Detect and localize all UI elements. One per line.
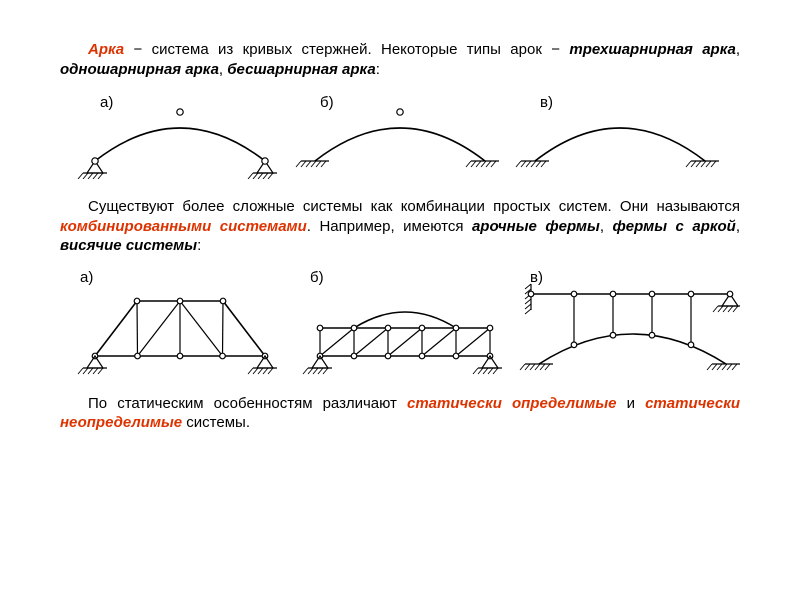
term-arka: Арка <box>88 41 124 58</box>
paragraph-2: Существуют более сложные системы как ком… <box>60 197 740 256</box>
term-one-hinge: одношарнирная арка <box>60 61 219 78</box>
svg-text:в): в) <box>530 269 543 286</box>
paragraph-1: Арка − система из кривых стержней. Некот… <box>60 40 740 79</box>
term-no-hinge: бесшарнирная арка <box>227 61 375 78</box>
svg-text:а): а) <box>100 94 113 111</box>
term-truss-arch: фермы с аркой <box>613 218 736 235</box>
term-combined: комбинированными системами <box>60 218 307 235</box>
svg-text:в): в) <box>540 94 553 111</box>
term-suspended: висячие системы <box>60 237 197 254</box>
term-arch-truss: арочные фермы <box>472 218 600 235</box>
svg-text:б): б) <box>320 94 334 111</box>
svg-text:а): а) <box>80 269 93 286</box>
term-determinate: статически определимые <box>407 395 617 412</box>
paragraph-3: По статическим особенностям различают ст… <box>60 394 740 433</box>
term-three-hinge: трехшарнирная арка <box>569 41 735 58</box>
arches-row: а) б) в) <box>60 89 740 179</box>
svg-text:б): б) <box>310 269 324 286</box>
combined-row: а) б) в) <box>60 266 740 376</box>
